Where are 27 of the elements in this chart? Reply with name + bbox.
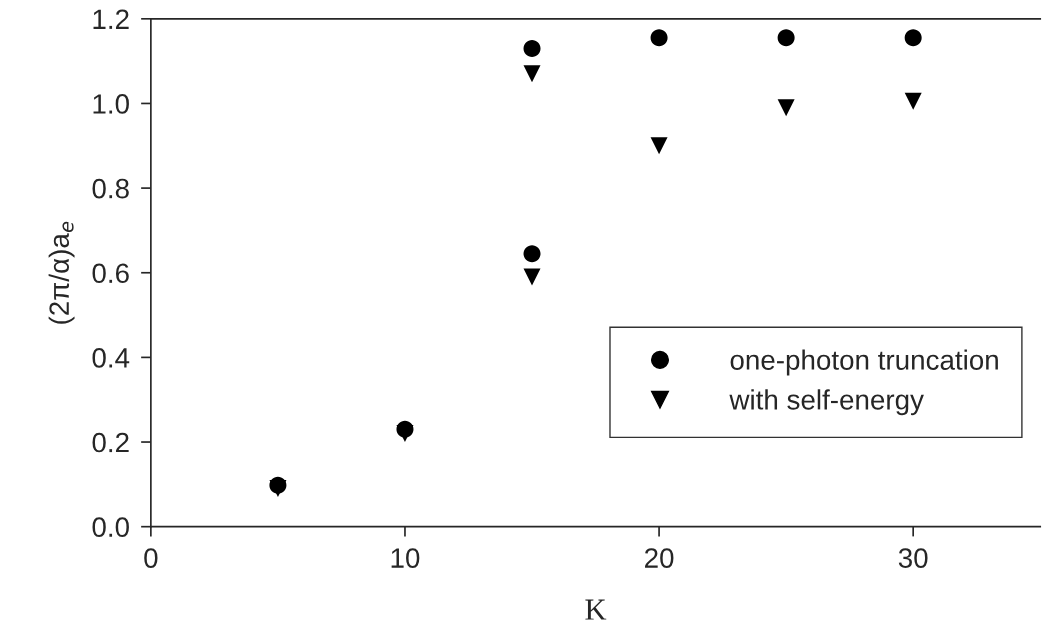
legend-label: one-photon truncation	[730, 349, 998, 376]
point	[523, 245, 541, 263]
point	[650, 29, 668, 47]
point	[650, 137, 668, 155]
x-tick-label: 0	[144, 548, 158, 568]
x-axis-title: K	[585, 599, 607, 620]
point	[523, 39, 541, 57]
point	[396, 420, 414, 438]
y-tick-label: 0.6	[92, 263, 129, 284]
y-tick-label: 0.0	[92, 517, 129, 538]
point	[523, 65, 541, 83]
point	[777, 99, 795, 117]
y-tick-label: 1.0	[93, 94, 129, 114]
y-tick-label: 1.2	[93, 9, 129, 29]
x-tick-label: 10	[391, 548, 420, 568]
point	[777, 29, 795, 47]
y-axis-title: (2π/α)a$_{e}$	[48, 221, 75, 324]
y-tick-label: 0.4	[92, 348, 130, 368]
point	[904, 92, 922, 110]
point	[523, 268, 541, 286]
y-tick-label: 0.8	[92, 178, 129, 199]
x-tick-label: 20	[645, 548, 674, 568]
legend-label: with self-energy	[729, 389, 924, 416]
x-tick-label: 30	[898, 548, 928, 568]
point	[269, 476, 287, 494]
point	[904, 29, 922, 47]
y-tick-label: 0.2	[92, 432, 129, 453]
